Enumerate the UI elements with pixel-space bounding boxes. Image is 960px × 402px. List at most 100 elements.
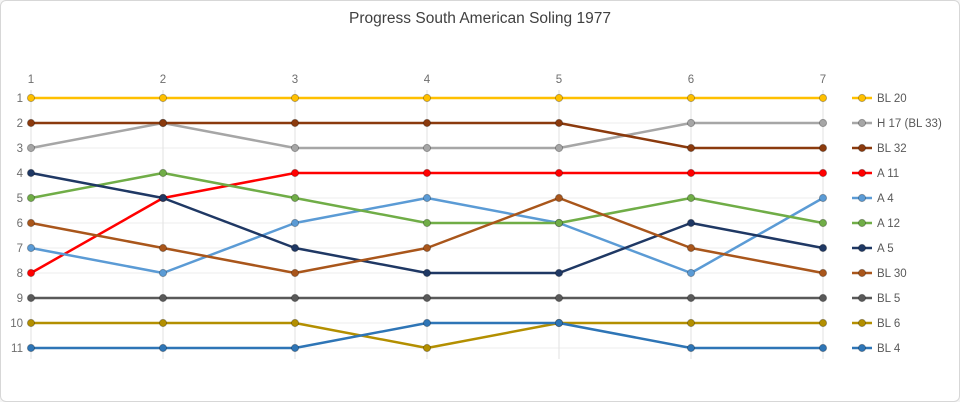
- data-point: [290, 268, 300, 278]
- data-point: [818, 93, 828, 103]
- data-point: [554, 143, 564, 153]
- y-axis-tick-label: 2: [17, 118, 23, 130]
- y-axis-tick-label: 9: [17, 293, 23, 305]
- data-point: [422, 268, 432, 278]
- data-point: [554, 193, 564, 203]
- legend-item-bl-6[interactable]: BL 6: [852, 318, 900, 330]
- data-point: [158, 343, 168, 353]
- x-axis-tick-label: 1: [28, 74, 34, 86]
- data-point: [686, 143, 696, 153]
- x-axis-tick-label: 4: [424, 74, 431, 86]
- series-a-5: [26, 168, 828, 278]
- legend-marker-dot: [857, 318, 867, 328]
- legend-label: BL 30: [877, 268, 907, 280]
- data-point: [818, 243, 828, 253]
- data-point: [818, 293, 828, 303]
- y-axis-tick-label: 7: [17, 243, 23, 255]
- data-point: [818, 343, 828, 353]
- legend-item-a-11[interactable]: A 11: [852, 168, 899, 180]
- chart-title: Progress South American Soling 1977: [349, 10, 611, 27]
- series-bl-30: [26, 193, 828, 278]
- y-axis-tick-label: 6: [17, 218, 23, 230]
- data-point: [158, 293, 168, 303]
- data-point: [686, 318, 696, 328]
- legend-label: BL 32: [877, 143, 907, 155]
- legend-item-bl-32[interactable]: BL 32: [852, 143, 907, 155]
- data-point: [422, 93, 432, 103]
- data-point: [26, 218, 36, 228]
- data-point: [818, 168, 828, 178]
- legend-label: A 12: [877, 218, 900, 230]
- legend-marker-dot: [857, 118, 867, 128]
- data-point: [422, 293, 432, 303]
- data-point: [422, 143, 432, 153]
- data-point: [422, 243, 432, 253]
- legend-item-bl-30[interactable]: BL 30: [852, 268, 907, 280]
- data-point: [554, 293, 564, 303]
- data-point: [290, 243, 300, 253]
- y-axis-tick-label: 5: [17, 193, 23, 205]
- data-point: [422, 168, 432, 178]
- legend-item-bl-5[interactable]: BL 5: [852, 293, 900, 305]
- legend-label: H 17 (BL 33): [877, 118, 942, 130]
- data-point: [26, 243, 36, 253]
- series-bl-20: [26, 93, 828, 103]
- x-axis-tick-label: 7: [820, 74, 826, 86]
- data-point: [422, 318, 432, 328]
- data-point: [422, 218, 432, 228]
- y-axis-tick-label: 4: [17, 168, 24, 180]
- data-point: [290, 293, 300, 303]
- legend-label: BL 4: [877, 343, 901, 355]
- legend-item-a-5[interactable]: A 5: [852, 243, 894, 255]
- y-axis-tick-label: 3: [17, 143, 23, 155]
- series-bl-32: [26, 118, 828, 153]
- legend-marker-dot: [857, 193, 867, 203]
- x-axis-tick-label: 5: [556, 74, 562, 86]
- data-point: [158, 243, 168, 253]
- data-point: [818, 318, 828, 328]
- data-point: [554, 93, 564, 103]
- legend-marker-dot: [857, 143, 867, 153]
- data-point: [26, 268, 36, 278]
- data-point: [686, 218, 696, 228]
- legend-marker-dot: [857, 93, 867, 103]
- data-point: [686, 243, 696, 253]
- x-axis-tick-label: 2: [160, 74, 166, 86]
- data-point: [158, 168, 168, 178]
- data-point: [290, 193, 300, 203]
- legend-item-a-4[interactable]: A 4: [852, 193, 894, 205]
- legend-item-a-12[interactable]: A 12: [852, 218, 900, 230]
- series-bl-4: [26, 318, 828, 353]
- data-point: [422, 193, 432, 203]
- legend: BL 20 H 17 (BL 33) BL 32 A 11 A 4 A 12 A 5 BL 3…: [852, 93, 942, 355]
- x-axis-tick-label: 6: [688, 74, 694, 86]
- data-point: [554, 218, 564, 228]
- legend-label: BL 20: [877, 93, 907, 105]
- legend-item-bl-4[interactable]: BL 4: [852, 343, 901, 355]
- legend-marker-dot: [857, 218, 867, 228]
- data-point: [26, 318, 36, 328]
- data-point: [290, 143, 300, 153]
- data-point: [686, 193, 696, 203]
- data-point: [290, 343, 300, 353]
- data-point: [26, 343, 36, 353]
- data-point: [158, 93, 168, 103]
- series-bl-5: [26, 293, 828, 303]
- data-point: [26, 168, 36, 178]
- data-point: [290, 168, 300, 178]
- data-point: [290, 218, 300, 228]
- data-point: [26, 118, 36, 128]
- data-point: [686, 93, 696, 103]
- data-point: [554, 168, 564, 178]
- data-point: [422, 118, 432, 128]
- legend-marker-dot: [857, 343, 867, 353]
- data-point: [26, 93, 36, 103]
- legend-label: BL 5: [877, 293, 900, 305]
- legend-item-h-17-bl-33-[interactable]: H 17 (BL 33): [852, 118, 942, 130]
- legend-item-bl-20[interactable]: BL 20: [852, 93, 907, 105]
- legend-marker-dot: [857, 268, 867, 278]
- data-point: [158, 118, 168, 128]
